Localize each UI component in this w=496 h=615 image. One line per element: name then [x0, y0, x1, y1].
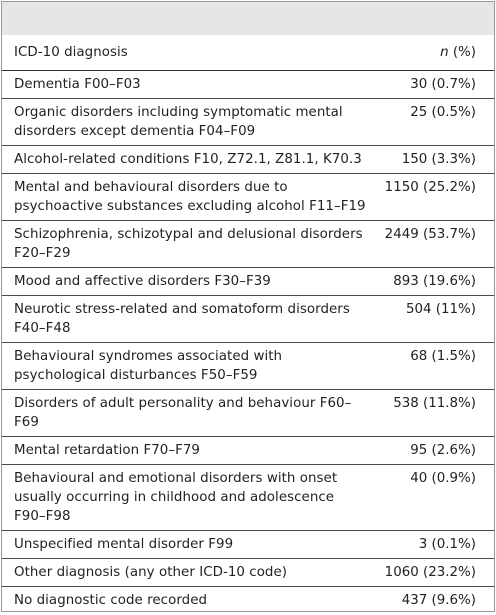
row-count: 1150 (25.2%)	[384, 180, 476, 195]
row-count: 150 (3.3%)	[401, 152, 476, 167]
row-count: 893 (19.6%)	[393, 274, 476, 289]
row-diagnosis: Neurotic stress-related and somatoform d…	[14, 302, 350, 336]
header-percent-label: (%)	[448, 45, 476, 60]
row-diagnosis: Unspecified mental disorder F99	[14, 537, 234, 552]
table-row: Behavioural syndromes associated with ps…	[2, 343, 494, 390]
table-row: Other diagnosis (any other ICD-10 code) …	[2, 559, 494, 587]
row-diagnosis: Disorders of adult personality and behav…	[14, 396, 352, 430]
row-count: 68 (1.5%)	[410, 349, 476, 364]
row-count: 437 (9.6%)	[401, 593, 476, 608]
row-count: 30 (0.7%)	[410, 77, 476, 92]
table-row: Behavioural and emotional disorders with…	[2, 465, 494, 531]
row-diagnosis: Mood and affective disorders F30–F39	[14, 274, 271, 289]
table-row: Mood and affective disorders F30–F39 893…	[2, 268, 494, 296]
row-count: 504 (11%)	[405, 302, 476, 317]
table-row: Mental and behavioural disorders due to …	[2, 174, 494, 221]
row-count: 3 (0.1%)	[418, 537, 476, 552]
table-title-bar	[2, 2, 494, 35]
row-diagnosis: Schizophrenia, schizotypal and delusiona…	[14, 227, 363, 261]
row-diagnosis: No diagnostic code recorded	[14, 593, 208, 608]
row-diagnosis: Mental and behavioural disorders due to …	[14, 180, 366, 214]
table-row: Mental retardation F70–F79 95 (2.6%)	[2, 437, 494, 465]
row-diagnosis: Alcohol-related conditions F10, Z72.1, Z…	[14, 152, 362, 167]
table-row: No diagnostic code recorded 437 (9.6%)	[2, 587, 494, 615]
table-row: Organic disorders including symptomatic …	[2, 99, 494, 146]
table-row: Alcohol-related conditions F10, Z72.1, Z…	[2, 146, 494, 174]
row-diagnosis: Behavioural and emotional disorders with…	[14, 471, 338, 524]
header-diagnosis: ICD-10 diagnosis	[14, 45, 128, 60]
row-diagnosis: Other diagnosis (any other ICD-10 code)	[14, 565, 288, 580]
row-diagnosis: Dementia F00–F03	[14, 77, 141, 92]
table-row: Disorders of adult personality and behav…	[2, 390, 494, 437]
row-diagnosis: Organic disorders including symptomatic …	[14, 105, 343, 139]
header-n-label: n	[440, 45, 449, 60]
row-count: 1060 (23.2%)	[384, 565, 476, 580]
header-n-percent: n (%)	[374, 43, 494, 62]
row-diagnosis: Behavioural syndromes associated with ps…	[14, 349, 283, 383]
table-row: Schizophrenia, schizotypal and delusiona…	[2, 221, 494, 268]
table-row: Dementia F00–F03 30 (0.7%)	[2, 71, 494, 99]
row-diagnosis: Mental retardation F70–F79	[14, 443, 200, 458]
table-row: Neurotic stress-related and somatoform d…	[2, 296, 494, 343]
row-count: 25 (0.5%)	[410, 105, 476, 120]
row-count: 538 (11.8%)	[393, 396, 476, 411]
row-count: 2449 (53.7%)	[384, 227, 476, 242]
table-header: ICD-10 diagnosis n (%)	[2, 35, 494, 71]
row-count: 40 (0.9%)	[410, 471, 476, 486]
table-row: Unspecified mental disorder F99 3 (0.1%)	[2, 531, 494, 559]
row-count: 95 (2.6%)	[410, 443, 476, 458]
